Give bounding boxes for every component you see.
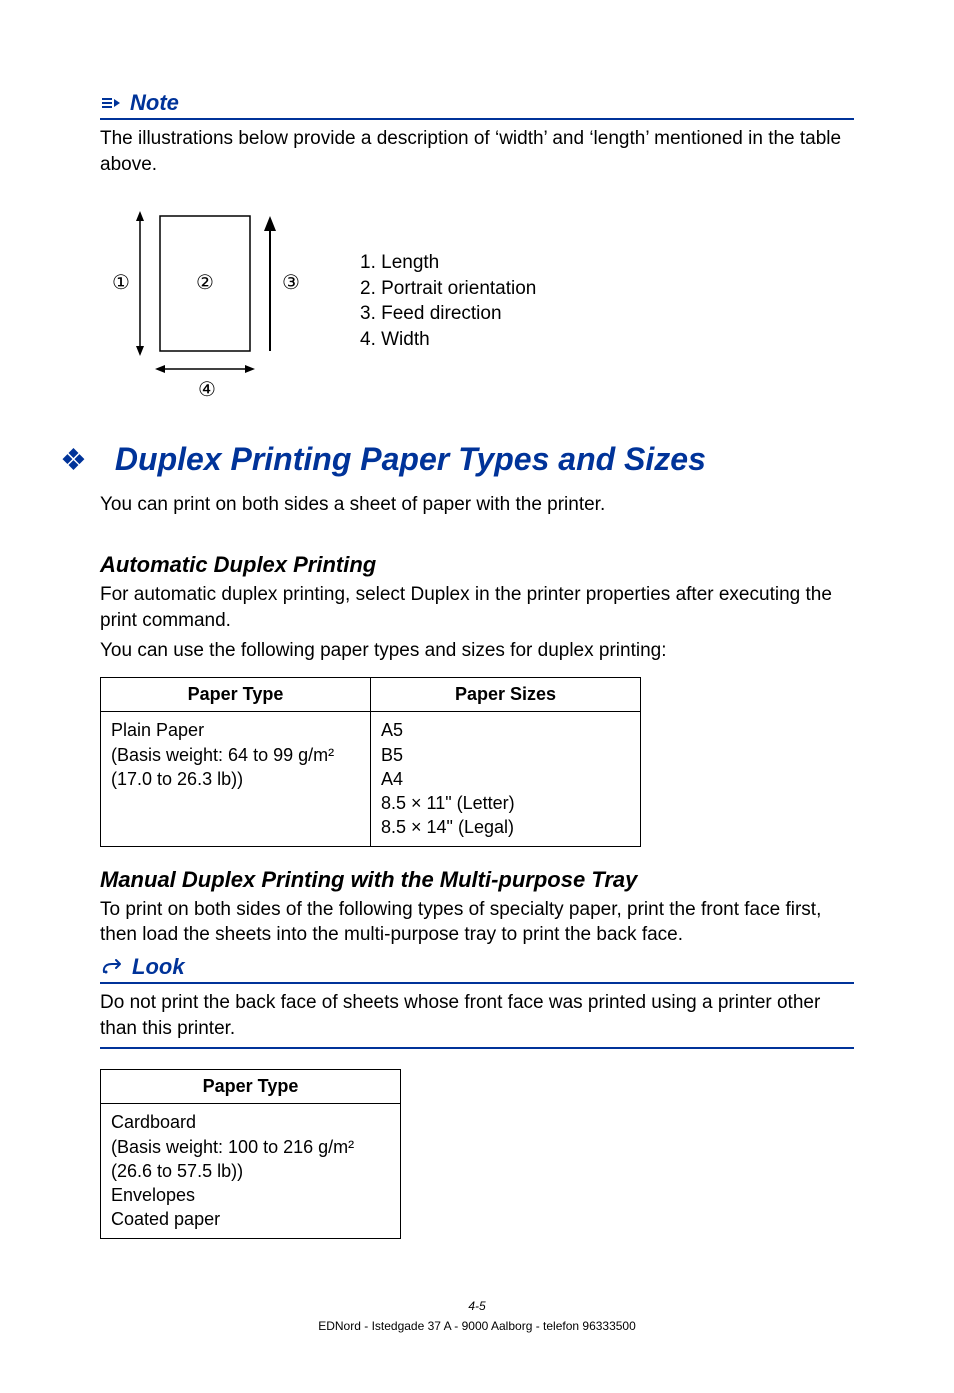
diagram-marker-2: ② [196, 272, 214, 294]
diagram-legend: 1. Length 2. Portrait orientation 3. Fee… [360, 250, 536, 353]
note-icon [100, 95, 122, 111]
auto-paragraph-1: For automatic duplex printing, select Du… [100, 582, 854, 633]
table2-r1-l3: Envelopes [111, 1185, 195, 1205]
table1-col2-header: Paper Sizes [371, 678, 641, 712]
table1-r1c1: Plain Paper (Basis weight: 64 to 99 g/m²… [101, 712, 371, 846]
manual-paragraph-1: To print on both sides of the following … [100, 897, 854, 948]
section-intro: You can print on both sides a sheet of p… [100, 494, 854, 516]
table1-r1c2-l1: A5 [381, 720, 403, 740]
diagram-marker-1: ① [112, 272, 130, 294]
legend-item-4: 4. Width [360, 327, 536, 353]
manual-heading: Manual Duplex Printing with the Multi-pu… [100, 867, 854, 893]
table1-r1c2: A5 B5 A4 8.5 × 11" (Letter) 8.5 × 14" (L… [371, 712, 641, 846]
table1-r1c1-l1: Plain Paper [111, 720, 204, 740]
look-icon [100, 958, 124, 976]
legend-item-2: 2. Portrait orientation [360, 276, 536, 302]
note-label: Note [130, 90, 179, 116]
table2-r1: Cardboard (Basis weight: 100 to 216 g/m²… [101, 1104, 401, 1238]
table1-r1c2-l5: 8.5 × 14" (Legal) [381, 817, 514, 837]
manual-table: Paper Type Cardboard (Basis weight: 100 … [100, 1069, 401, 1238]
table-row: Cardboard (Basis weight: 100 to 216 g/m²… [101, 1104, 401, 1238]
table1-r1c1-l2: (Basis weight: 64 to 99 g/m² (17.0 to 26… [111, 745, 334, 789]
auto-paragraph-2: You can use the following paper types an… [100, 638, 854, 664]
look-body: Do not print the back face of sheets who… [100, 990, 854, 1041]
look-label: Look [132, 954, 185, 980]
note-header: Note [100, 90, 854, 120]
diagram-marker-3: ③ [282, 272, 300, 294]
legend-item-3: 3. Feed direction [360, 301, 536, 327]
footer-line: EDNord - Istedgade 37 A - 9000 Aalborg -… [100, 1319, 854, 1333]
table2-r1-l1: Cardboard [111, 1112, 196, 1132]
table-row: Plain Paper (Basis weight: 64 to 99 g/m²… [101, 712, 641, 846]
table2-r1-l4: Coated paper [111, 1209, 220, 1229]
table1-r1c2-l2: B5 [381, 745, 403, 765]
duplex-table: Paper Type Paper Sizes Plain Paper (Basi… [100, 677, 641, 846]
table2-r1-l2: (Basis weight: 100 to 216 g/m² (26.6 to … [111, 1137, 354, 1181]
look-header: Look [100, 954, 854, 984]
section-bullet-icon: ❖ [60, 443, 87, 478]
table1-r1c2-l3: A4 [381, 769, 403, 789]
section-title-row: ❖ Duplex Printing Paper Types and Sizes [100, 441, 854, 478]
table2-col1-header: Paper Type [101, 1070, 401, 1104]
note-body: The illustrations below provide a descri… [100, 126, 854, 177]
diagram-row: ① ② ③ ④ 1. Length 2. Portrait orientatio… [100, 201, 854, 401]
table1-col1-header: Paper Type [101, 678, 371, 712]
section-title: Duplex Printing Paper Types and Sizes [115, 441, 706, 478]
legend-item-1: 1. Length [360, 250, 536, 276]
page-number: 4-5 [100, 1299, 854, 1313]
table1-r1c2-l4: 8.5 × 11" (Letter) [381, 793, 515, 813]
table-header-row: Paper Type [101, 1070, 401, 1104]
look-bottom-rule [100, 1047, 854, 1049]
table-header-row: Paper Type Paper Sizes [101, 678, 641, 712]
diagram-marker-4: ④ [198, 379, 216, 401]
orientation-diagram: ① ② ③ ④ [100, 201, 320, 401]
auto-heading: Automatic Duplex Printing [100, 552, 854, 578]
